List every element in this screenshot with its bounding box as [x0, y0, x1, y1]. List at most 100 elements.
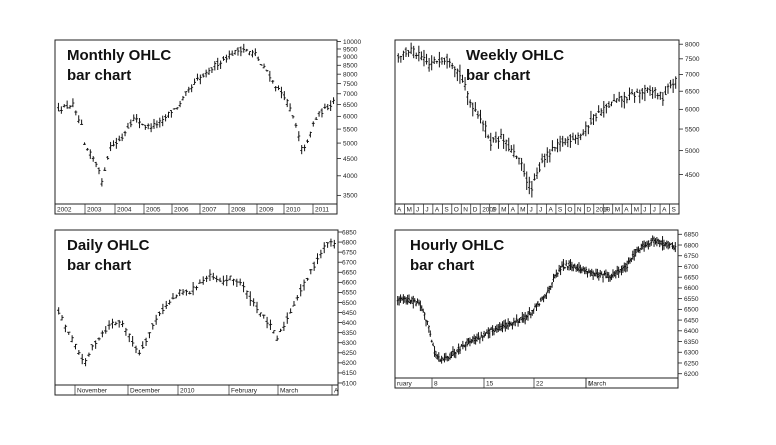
- ohlc-bar: [625, 96, 629, 104]
- ohlc-bar: [535, 303, 538, 312]
- ohlc-bar: [627, 257, 630, 265]
- y-tick-label: 6800: [342, 239, 357, 246]
- x-tick-label: 1: [588, 381, 592, 388]
- ohlc-bar: [278, 328, 283, 333]
- ohlc-bar: [522, 163, 526, 177]
- x-tick-label: February: [231, 388, 258, 395]
- ohlc-bar: [152, 118, 156, 129]
- ohlc-bar: [90, 344, 94, 351]
- ohlc-bar: [272, 330, 276, 334]
- y-tick-label: 6550: [684, 296, 699, 303]
- ohlc-bar: [57, 102, 60, 112]
- x-tick-label: 2004: [117, 207, 132, 214]
- ohlc-bar: [610, 101, 613, 107]
- x-tick-label: M: [615, 207, 620, 214]
- ohlc-bar: [134, 345, 138, 354]
- ohlc-bar: [422, 308, 425, 313]
- ohlc-bar: [481, 120, 485, 132]
- ohlc-bar: [312, 261, 316, 271]
- ohlc-bar: [502, 320, 505, 329]
- ohlc-bar: [586, 270, 589, 278]
- chart-title-line: Monthly OHLC: [67, 47, 171, 64]
- ohlc-bar: [440, 355, 443, 364]
- ohlc-bar: [596, 268, 599, 279]
- ohlc-bar: [463, 77, 467, 91]
- ohlc-bar: [638, 89, 642, 104]
- ohlc-bar: [91, 156, 95, 162]
- x-tick-label: M: [634, 207, 639, 214]
- ohlc-bar: [605, 103, 608, 114]
- plot-frame: [394, 39, 680, 215]
- ohlc-bar: [477, 332, 480, 340]
- ohlc-bar: [74, 110, 78, 116]
- ohlc-bar: [577, 262, 580, 273]
- ohlc-bar: [265, 69, 269, 72]
- ohlc-bar: [530, 180, 534, 198]
- ohlc-bar: [617, 91, 621, 102]
- y-tick-label: 5500: [343, 126, 358, 133]
- ohlc-bar: [587, 125, 590, 135]
- ohlc-bar: [445, 53, 449, 69]
- ohlc-bar: [251, 49, 254, 58]
- x-tick-label: J: [539, 207, 542, 214]
- ohlc-bar: [77, 350, 81, 355]
- ohlc-bar: [623, 91, 626, 109]
- ohlc-bar: [169, 110, 173, 118]
- ohlc-bar: [282, 91, 286, 101]
- y-tick-label: 4000: [343, 173, 358, 180]
- ohlc-bar: [633, 91, 636, 103]
- ohlc-bar: [647, 240, 650, 250]
- ohlc-bar: [157, 311, 162, 317]
- ohlc-bar: [255, 301, 259, 314]
- ohlc-bar: [221, 275, 226, 286]
- plot-frame: [54, 229, 339, 396]
- ohlc-bar: [508, 321, 511, 327]
- ohlc-bar: [500, 323, 503, 332]
- ohlc-bar: [294, 122, 298, 128]
- x-tick-label: A: [435, 207, 440, 214]
- ohlc-bar: [610, 273, 613, 281]
- ohlc-bar: [103, 167, 107, 171]
- ohlc-bar: [542, 295, 545, 303]
- ohlc-bar: [93, 340, 98, 349]
- ohlc-bar: [194, 285, 199, 291]
- ohlc-bar: [551, 140, 554, 152]
- ohlc-bar: [604, 269, 607, 279]
- ohlc-bar: [161, 115, 165, 127]
- ohlc-bar: [239, 46, 243, 57]
- ohlc-bar: [438, 51, 441, 68]
- ohlc-bar: [565, 260, 568, 267]
- ohlc-bar: [143, 124, 147, 130]
- ohlc-bar: [609, 274, 612, 282]
- ohlc-bar: [514, 320, 517, 327]
- y-tick-label: 6300: [342, 340, 357, 347]
- ohlc-bar: [674, 242, 677, 253]
- ohlc-bar: [594, 268, 597, 277]
- y-tick-label: 4500: [343, 156, 358, 163]
- ohlc-bar: [579, 264, 582, 274]
- ohlc-bar: [149, 123, 153, 133]
- ohlc-bar: [167, 111, 170, 118]
- ohlc-bar: [671, 78, 675, 93]
- ohlc-bar: [630, 257, 633, 263]
- ohlc-bar: [409, 42, 413, 55]
- x-tick-label: March: [280, 388, 298, 395]
- ohlc-bar: [241, 281, 246, 293]
- ohlc-bar: [405, 297, 408, 305]
- ohlc-bar: [478, 337, 481, 344]
- ohlc-series: [396, 235, 677, 364]
- ohlc-bar: [181, 288, 185, 296]
- ohlc-bar: [468, 99, 472, 108]
- ohlc-bar: [97, 337, 101, 341]
- ohlc-bar: [268, 319, 273, 330]
- y-tick-label: 6300: [684, 350, 699, 357]
- ohlc-bar: [538, 303, 541, 307]
- ohlc-bar: [574, 134, 577, 144]
- ohlc-bar: [664, 241, 667, 247]
- ohlc-bar: [505, 322, 508, 330]
- ohlc-bar: [611, 269, 614, 279]
- ohlc-bar: [548, 285, 551, 294]
- y-tick-label: 6450: [684, 317, 699, 324]
- x-tick-label: J: [653, 207, 656, 214]
- ohlc-bar: [568, 260, 571, 271]
